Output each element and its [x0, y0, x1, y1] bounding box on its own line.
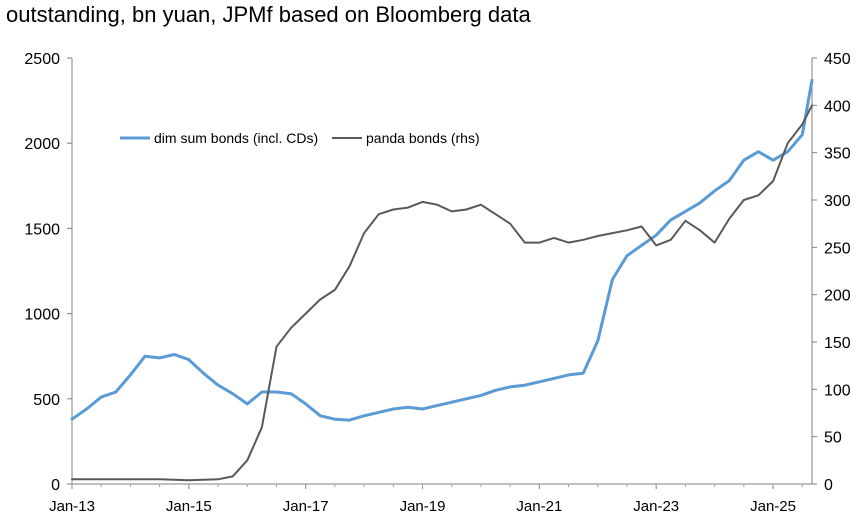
y-right-tick-label: 50: [824, 430, 842, 447]
legend: dim sum bonds (incl. CDs) panda bonds (rh…: [120, 130, 480, 146]
axes: Jan-13 Jan-15 Jan-17 Jan-19 Jan-21 Jan-23 Jan-…: [24, 51, 850, 515]
x-tick-label: Jan-19: [400, 498, 446, 515]
x-tick-label: Jan-13: [49, 498, 95, 515]
y-right-tick-label: 150: [824, 335, 851, 352]
series-line-dim-sum: [70, 78, 814, 422]
y-right-tick-label: 450: [824, 51, 851, 68]
y-left-tick-label: 500: [33, 392, 60, 409]
y-right-tick-label: 0: [824, 477, 833, 494]
y-right-tick-label: 300: [824, 193, 851, 210]
y-right-tick-label: 400: [824, 98, 851, 115]
y-right-tick-label: 250: [824, 240, 851, 257]
y-right-tick-label: 350: [824, 146, 851, 163]
x-tick-label: Jan-17: [283, 498, 329, 515]
x-tick-label: Jan-23: [633, 498, 679, 515]
y-left-tick-label: 1500: [24, 221, 60, 238]
chart-title: outstanding, bn yuan, JPMf based on Bloo…: [6, 2, 531, 27]
y-left-tick-label: 0: [51, 477, 60, 494]
y-right-tick-label: 200: [824, 288, 851, 305]
y-right-tick-label: 100: [824, 382, 851, 399]
y-left-tick-label: 2000: [24, 136, 60, 153]
legend-label-dim-sum: dim sum bonds (incl. CDs): [154, 130, 318, 146]
series-layer: [70, 78, 814, 482]
legend-label-panda: panda bonds (rhs): [366, 130, 480, 146]
series-line-panda: [71, 104, 813, 482]
y-left-tick-label: 2500: [24, 51, 60, 68]
x-tick-label: Jan-21: [516, 498, 562, 515]
x-tick-label: Jan-25: [750, 498, 796, 515]
y-left-tick-label: 1000: [24, 307, 60, 324]
x-tick-label: Jan-15: [166, 498, 212, 515]
